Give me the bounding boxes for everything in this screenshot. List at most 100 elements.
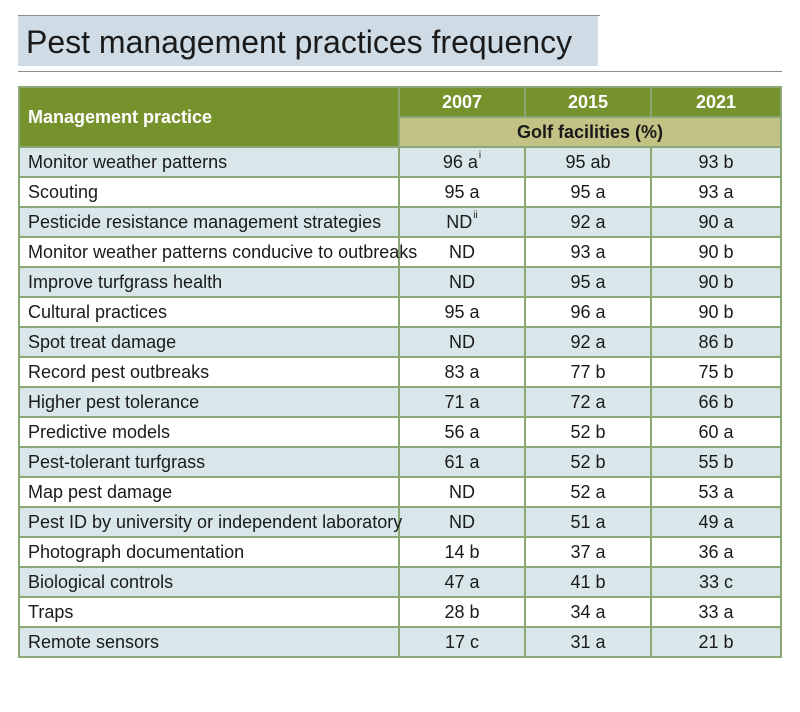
table-row: Spot treat damage ND 92 a 86 b bbox=[18, 326, 782, 358]
value-2021-cell-text: 93 a bbox=[698, 181, 734, 202]
value-2021-cell: 90 b bbox=[650, 296, 782, 328]
practice-cell: Scouting bbox=[18, 176, 400, 208]
table-row: Photograph documentation 14 b 37 a 36 a bbox=[18, 536, 782, 568]
practice-cell: Photograph documentation bbox=[18, 536, 400, 568]
value-2015-cell-text: 52 b bbox=[570, 451, 606, 472]
value-2015-cell: 72 a bbox=[524, 386, 652, 418]
practice-cell: Cultural practices bbox=[18, 296, 400, 328]
value-2021-cell: 93 b bbox=[650, 146, 782, 178]
table-row: Map pest damage ND 52 a 53 a bbox=[18, 476, 782, 508]
value-2007-cell-text: ND bbox=[446, 211, 473, 232]
value-2021-cell: 86 b bbox=[650, 326, 782, 358]
practice-cell-text: Spot treat damage bbox=[28, 331, 177, 352]
table-row: Record pest outbreaks 83 a 77 b 75 b bbox=[18, 356, 782, 388]
value-2015-cell-text: 31 a bbox=[570, 631, 606, 652]
value-2007-cell: ND bbox=[398, 266, 526, 298]
value-2021-cell-text: 33 c bbox=[698, 571, 734, 592]
value-2007-cell: 95 a bbox=[398, 296, 526, 328]
value-2007-cell-text: ND bbox=[449, 481, 475, 502]
value-2021-cell-text: 90 b bbox=[698, 241, 734, 262]
practices-table: Management practice 2007 2015 2021 Golf … bbox=[18, 86, 782, 658]
value-2007-cell: 28 b bbox=[398, 596, 526, 628]
value-2007-cell-text: 28 b bbox=[444, 601, 480, 622]
value-2015-cell: 92 a bbox=[524, 326, 652, 358]
year-header-2007: 2007 bbox=[398, 86, 526, 118]
value-2007-cell: ND bbox=[398, 506, 526, 538]
value-2015-cell: 52 a bbox=[524, 476, 652, 508]
value-2007-cell-text: 56 a bbox=[444, 421, 480, 442]
value-2021-cell-text: 66 b bbox=[698, 391, 734, 412]
practice-cell-text: Pesticide resistance management strategi… bbox=[28, 211, 382, 232]
value-2007-cell: 47 a bbox=[398, 566, 526, 598]
value-2007-cell: ND bbox=[398, 236, 526, 268]
table-row: Higher pest tolerance 71 a 72 a 66 b bbox=[18, 386, 782, 418]
value-2021-cell: 33 a bbox=[650, 596, 782, 628]
value-2015-cell-text: 92 a bbox=[570, 211, 606, 232]
table-row: Pest-tolerant turfgrass 61 a 52 b 55 b bbox=[18, 446, 782, 478]
value-2021-cell: 90 a bbox=[650, 206, 782, 238]
value-2015-cell-text: 51 a bbox=[570, 511, 606, 532]
practice-cell-text: Higher pest tolerance bbox=[28, 391, 200, 412]
value-2021-cell: 90 b bbox=[650, 236, 782, 268]
practice-cell: Traps bbox=[18, 596, 400, 628]
value-2021-cell-text: 53 a bbox=[698, 481, 734, 502]
value-2015-cell-text: 95 a bbox=[570, 271, 606, 292]
value-2007-cell-text: 95 a bbox=[444, 181, 480, 202]
practice-cell: Improve turfgrass health bbox=[18, 266, 400, 298]
value-2015-cell-text: 93 a bbox=[570, 241, 606, 262]
practice-cell-text: Monitor weather patterns bbox=[28, 151, 228, 172]
value-2015-cell: 77 b bbox=[524, 356, 652, 388]
practice-cell-text: Improve turfgrass health bbox=[28, 271, 223, 292]
value-2021-cell: 53 a bbox=[650, 476, 782, 508]
practice-cell-text: Pest ID by university or independent lab… bbox=[28, 511, 403, 532]
practice-cell: Record pest outbreaks bbox=[18, 356, 400, 388]
value-2021-cell-text: 60 a bbox=[698, 421, 734, 442]
value-2021-cell: 75 b bbox=[650, 356, 782, 388]
value-2007-cell-text: 71 a bbox=[444, 391, 480, 412]
value-2021-cell: 90 b bbox=[650, 266, 782, 298]
practice-cell-text: Monitor weather patterns conducive to ou… bbox=[28, 241, 418, 262]
value-2015-cell-text: 92 a bbox=[570, 331, 606, 352]
value-2007-cell-text: 17 c bbox=[444, 631, 480, 652]
value-2007-cell: 61 a bbox=[398, 446, 526, 478]
practice-cell: Higher pest tolerance bbox=[18, 386, 400, 418]
practice-cell: Monitor weather patterns conducive to ou… bbox=[18, 236, 417, 268]
value-2015-cell: 41 b bbox=[524, 566, 652, 598]
value-2021-cell: 60 a bbox=[650, 416, 782, 448]
table-row: Pesticide resistance management strategi… bbox=[18, 206, 782, 238]
value-2007-cell: ND bbox=[398, 476, 526, 508]
value-2007-cell-text: ND bbox=[449, 241, 475, 262]
value-2015-cell: 95 a bbox=[524, 266, 652, 298]
value-2021-cell: 33 c bbox=[650, 566, 782, 598]
practice-cell-text: Predictive models bbox=[28, 421, 171, 442]
practice-cell-text: Map pest damage bbox=[28, 481, 173, 502]
value-2007-cell-text: 61 a bbox=[444, 451, 480, 472]
table-row: Improve turfgrass health ND 95 a 90 b bbox=[18, 266, 782, 298]
value-2015-cell: 95 a bbox=[524, 176, 652, 208]
value-2015-cell: 34 a bbox=[524, 596, 652, 628]
footnote-marker: i bbox=[478, 149, 482, 161]
value-2021-cell-text: 36 a bbox=[698, 541, 734, 562]
value-2007-cell-text: ND bbox=[449, 511, 475, 532]
practice-cell-text: Pest-tolerant turfgrass bbox=[28, 451, 206, 472]
year-header-2021: 2021 bbox=[650, 86, 782, 118]
value-2021-cell-text: 21 b bbox=[698, 631, 734, 652]
value-2015-cell: 51 a bbox=[524, 506, 652, 538]
table-row: Monitor weather patterns conducive to ou… bbox=[18, 236, 782, 268]
practice-cell-text: Cultural practices bbox=[28, 301, 168, 322]
value-2021-cell-text: 75 b bbox=[698, 361, 734, 382]
table-row: Pest ID by university or independent lab… bbox=[18, 506, 782, 538]
practice-cell-text: Record pest outbreaks bbox=[28, 361, 210, 382]
table-row: Biological controls 47 a 41 b 33 c bbox=[18, 566, 782, 598]
table-row: Remote sensors 17 c 31 a 21 b bbox=[18, 626, 782, 658]
value-2007-cell: 17 c bbox=[398, 626, 526, 658]
value-2021-cell-text: 49 a bbox=[698, 511, 734, 532]
value-2007-cell-text: ND bbox=[449, 331, 475, 352]
value-2015-cell-text: 72 a bbox=[570, 391, 606, 412]
value-2015-cell: 92 a bbox=[524, 206, 652, 238]
value-2021-cell: 55 b bbox=[650, 446, 782, 478]
value-2007-cell-text: 14 b bbox=[444, 541, 480, 562]
value-2015-cell-text: 34 a bbox=[570, 601, 606, 622]
value-2021-cell: 93 a bbox=[650, 176, 782, 208]
table-row: Monitor weather patterns 96 ai 95 ab 93 b bbox=[18, 146, 782, 178]
